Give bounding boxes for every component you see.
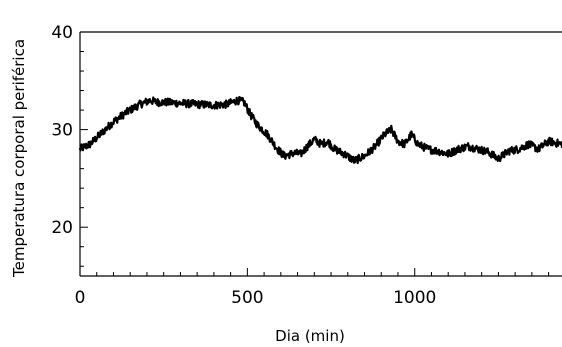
x-tick-label: 1000 xyxy=(393,288,436,308)
x-axis-title: Dia (min) xyxy=(275,327,345,345)
x-tick-label: 0 xyxy=(75,288,86,308)
y-tick-label: 30 xyxy=(51,121,73,141)
y-axis-title: Temperatura corporal periférica xyxy=(10,39,28,278)
y-tick-label: 20 xyxy=(51,218,73,238)
y-axis: 20 30 40 xyxy=(51,23,88,267)
x-tick-label: 500 xyxy=(231,288,263,308)
series-layer xyxy=(78,95,562,165)
y-tick-label: 40 xyxy=(51,23,73,43)
x-axis: 0 500 1000 xyxy=(75,268,550,308)
series-line-0 xyxy=(78,95,562,165)
